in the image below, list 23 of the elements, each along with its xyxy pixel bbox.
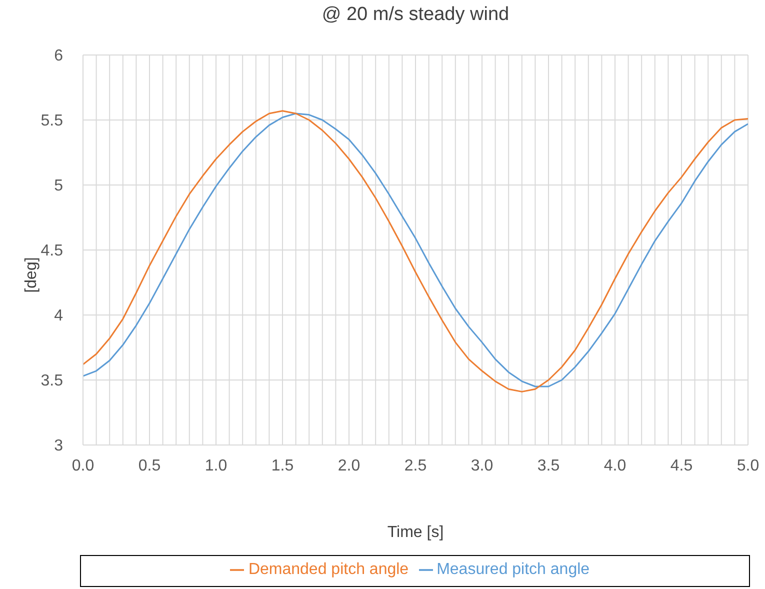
- y-tick-label: 3.5: [40, 372, 64, 390]
- x-tick-label: 1.5: [271, 457, 294, 474]
- legend-label: Demanded pitch angle: [248, 561, 409, 578]
- x-axis-title: Time [s]: [386, 524, 445, 542]
- x-tick-label: 4.0: [604, 457, 626, 474]
- chart-title: @ 20 m/s steady wind: [320, 4, 510, 26]
- x-tick-label: 3.0: [470, 457, 494, 474]
- y-axis-title: [deg]: [23, 256, 41, 295]
- y-tick-label: 4: [54, 308, 64, 325]
- x-tick-label: 0.0: [72, 457, 94, 474]
- x-tick-label: 1.0: [204, 457, 228, 474]
- x-tick-label: 2.5: [404, 457, 427, 474]
- x-tick-label: 4.5: [670, 457, 693, 474]
- x-tick-label: 0.5: [138, 457, 161, 474]
- y-tick-label: 5: [54, 178, 64, 195]
- y-tick-label: 4.5: [40, 242, 64, 260]
- y-tick-label: 6: [54, 48, 64, 65]
- y-tick-label: 3: [54, 438, 64, 455]
- x-tick-label: 3.5: [537, 457, 560, 474]
- x-tick-label: 2.0: [338, 457, 360, 474]
- y-tick-label: 5.5: [40, 112, 64, 130]
- legend-label: Measured pitch angle: [436, 561, 590, 578]
- x-tick-label: 5.0: [736, 457, 760, 474]
